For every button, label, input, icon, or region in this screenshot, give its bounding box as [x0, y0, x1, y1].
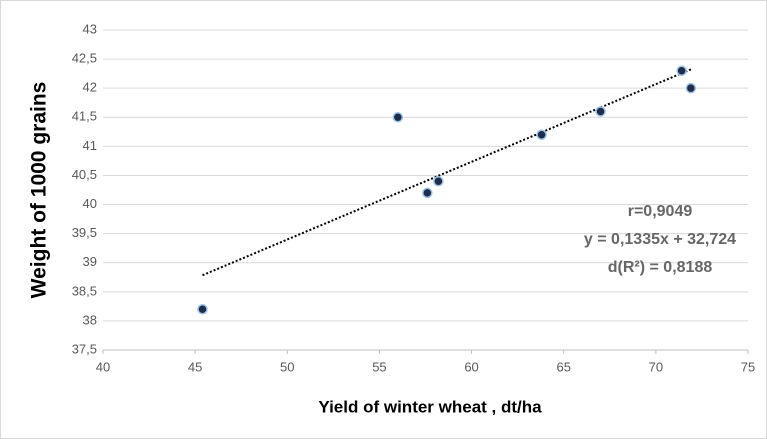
x-tick-label: 45	[188, 359, 202, 374]
annotation: d(R²) = 0,8188	[608, 259, 713, 276]
data-point	[536, 129, 547, 140]
y-tick-label: 42,5	[72, 51, 97, 66]
y-tick-label: 38,5	[72, 283, 97, 298]
x-axis-label: Yield of winter wheat , dt/ha	[318, 397, 542, 416]
trendline	[202, 68, 692, 277]
x-tick-label: 55	[372, 359, 386, 374]
y-tick-label: 39	[83, 254, 97, 269]
annotation: y = 0,1335x + 32,724	[584, 231, 736, 248]
data-point	[433, 176, 444, 187]
x-tick-label: 40	[96, 359, 110, 374]
x-tick-label: 65	[556, 359, 570, 374]
data-point	[392, 112, 404, 123]
y-tick-label: 40,5	[72, 167, 97, 182]
data-point	[676, 65, 687, 76]
y-tick-label: 37,5	[72, 341, 97, 356]
data-point	[197, 304, 208, 315]
data-point	[685, 82, 697, 94]
x-tick-label: 75	[741, 359, 755, 374]
x-tick-label: 70	[649, 359, 663, 374]
y-tick-label: 38	[83, 312, 97, 327]
data-point	[595, 106, 606, 117]
y-tick-label: 43	[83, 21, 97, 36]
y-tick-label: 41,5	[72, 109, 97, 124]
data-point	[422, 187, 433, 199]
y-axis-label: Weight of 1000 grains	[28, 82, 51, 299]
y-tick-label: 40	[83, 196, 97, 211]
y-tick-label: 41	[83, 138, 97, 153]
x-tick-label: 50	[280, 359, 294, 374]
y-tick-label: 39,5	[72, 225, 97, 240]
y-tick-label: 42	[83, 80, 97, 95]
annotation: r=0,9049	[628, 203, 693, 220]
x-tick-label: 60	[464, 359, 478, 374]
